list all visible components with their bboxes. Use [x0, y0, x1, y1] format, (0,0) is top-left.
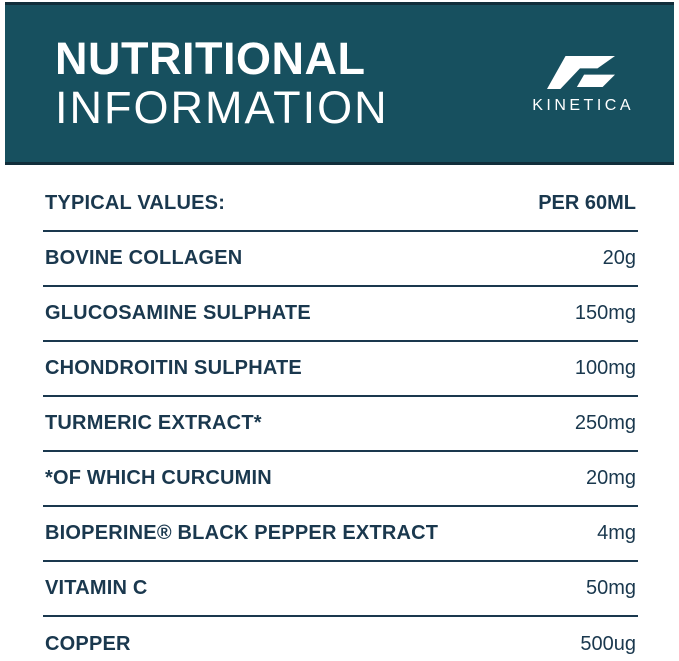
row-value: 500ug: [580, 633, 636, 655]
table-row: GLUCOSAMINE SULPHATE 150mg: [43, 287, 638, 342]
brand-name: KINETICA: [532, 96, 634, 114]
table-row: TYPICAL VALUES: PER 60ML: [43, 177, 638, 232]
row-value: 4mg: [597, 522, 636, 544]
row-label: COPPER: [45, 633, 131, 655]
table-row: CHONDROITIN SULPHATE 100mg: [43, 342, 638, 397]
row-value: 250mg: [574, 412, 636, 434]
table-row: COPPER 500ug: [43, 617, 638, 661]
table-row: BIOPERINE® BLACK PEPPER EXTRACT 4mg: [43, 507, 638, 562]
row-value: 20g: [602, 247, 636, 269]
row-label: TYPICAL VALUES:: [45, 192, 226, 214]
title-line-nutritional: NUTRITIONAL: [55, 32, 366, 84]
row-value: 20mg: [585, 467, 636, 489]
row-value: 100mg: [574, 357, 636, 379]
row-value: PER 60ML: [538, 192, 636, 214]
table-row: *OF WHICH CURCUMIN 20mg: [43, 452, 638, 507]
header-band: NUTRITIONAL INFORMATION KINETICA: [5, 2, 674, 165]
row-label: CHONDROITIN SULPHATE: [45, 357, 302, 379]
row-label: BOVINE COLLAGEN: [45, 247, 243, 269]
row-value: 50mg: [585, 577, 636, 599]
table-row: TURMERIC EXTRACT* 250mg: [43, 397, 638, 452]
table-row: VITAMIN C 50mg: [43, 562, 638, 617]
title-line-information: INFORMATION: [55, 81, 389, 133]
row-label: BIOPERINE® BLACK PEPPER EXTRACT: [45, 522, 439, 544]
nutrition-table: TYPICAL VALUES: PER 60ML BOVINE COLLAGEN…: [43, 177, 638, 661]
brand-logo: KINETICA: [529, 55, 634, 115]
row-label: GLUCOSAMINE SULPHATE: [45, 302, 311, 324]
row-label: VITAMIN C: [45, 577, 148, 599]
kinetica-k-icon: [547, 55, 616, 89]
row-label: TURMERIC EXTRACT*: [45, 412, 262, 434]
table-row: BOVINE COLLAGEN 20g: [43, 232, 638, 287]
row-value: 150mg: [574, 302, 636, 324]
page-title: NUTRITIONAL INFORMATION: [55, 32, 389, 133]
row-label: *OF WHICH CURCUMIN: [45, 467, 272, 489]
